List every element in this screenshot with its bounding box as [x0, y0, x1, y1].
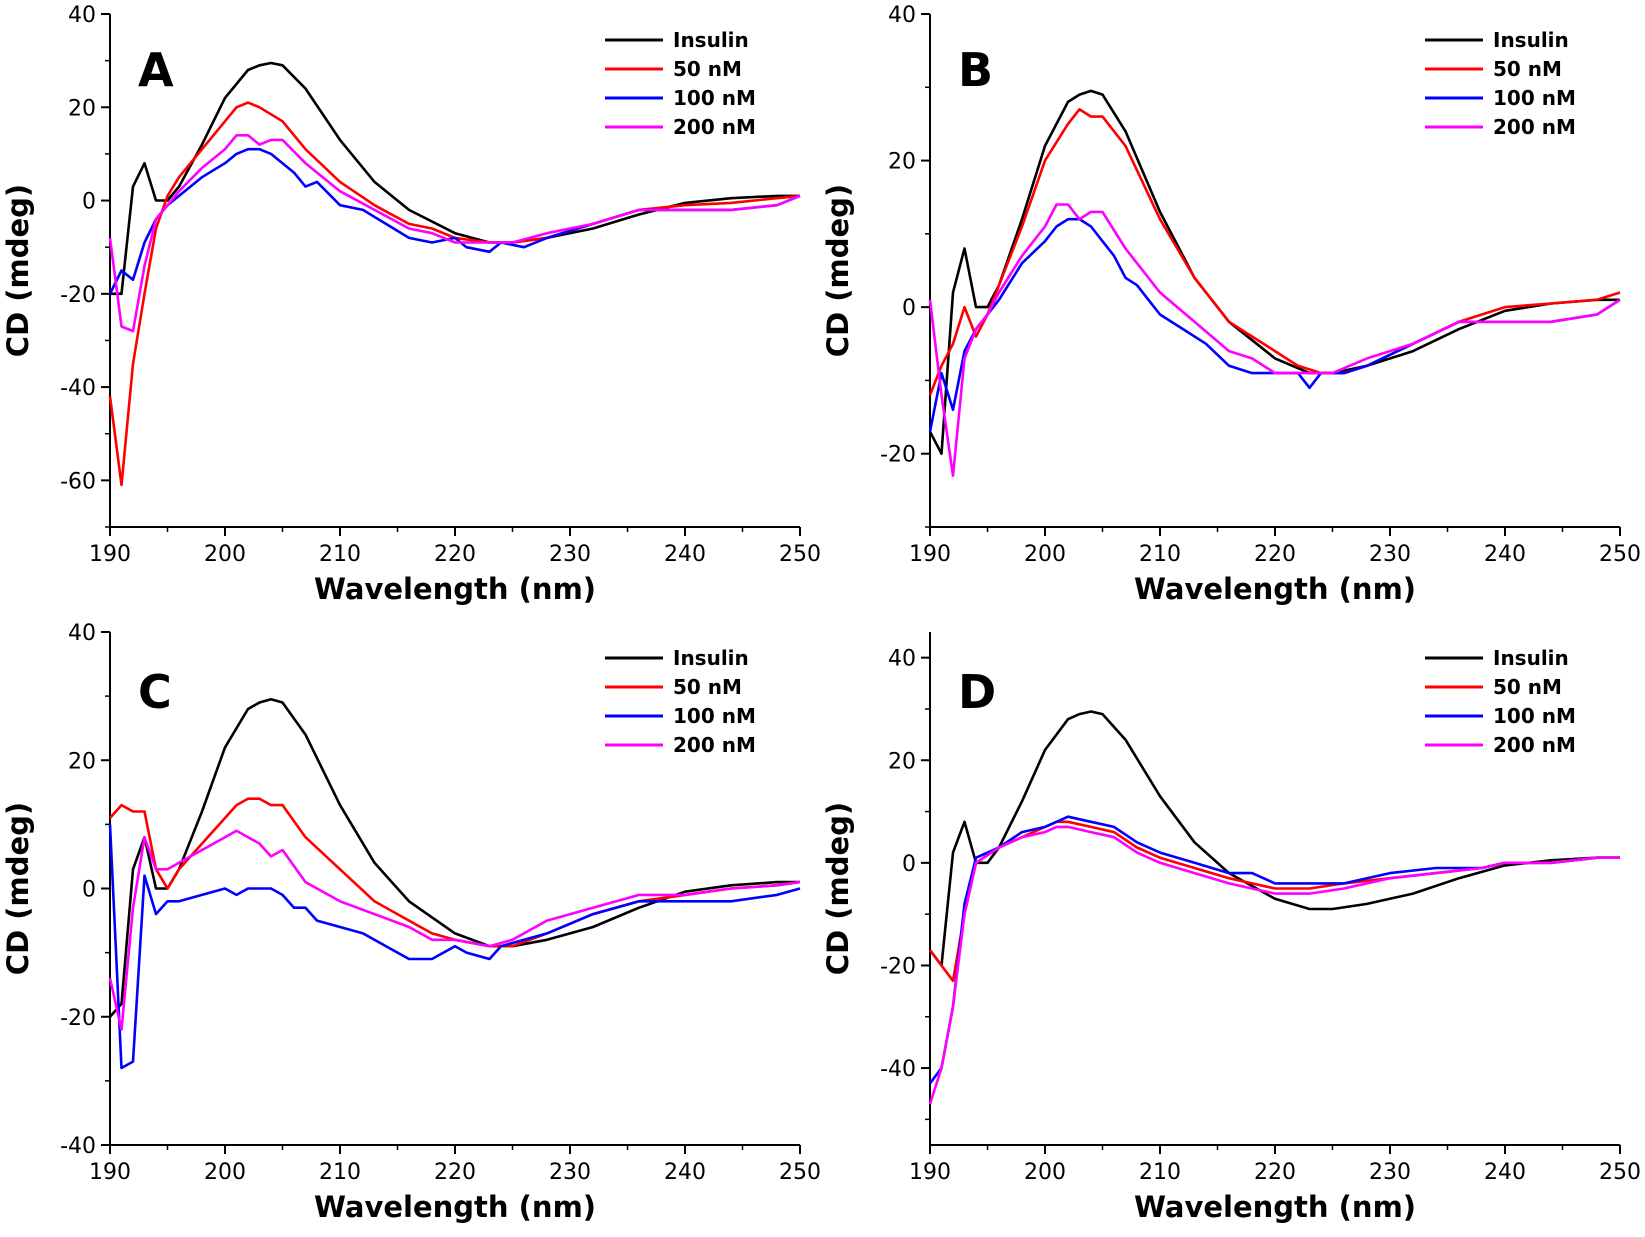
panel-letter: B [958, 43, 993, 97]
series-line-100-nm [108, 824, 801, 1070]
x-tick-label: 200 [204, 1160, 246, 1185]
y-tick-label: -20 [880, 443, 916, 468]
y-tick-label: -20 [880, 954, 916, 979]
x-tick-label: 250 [1599, 542, 1641, 567]
y-tick-label: -20 [60, 1006, 96, 1031]
y-tick-label: 20 [68, 96, 96, 121]
legend-label: 50 nM [673, 57, 742, 81]
x-axis-title: Wavelength (nm) [314, 1190, 596, 1224]
x-tick-label: 220 [434, 1160, 476, 1185]
y-tick-label: 0 [902, 296, 916, 321]
x-tick-label: 220 [1254, 1160, 1296, 1185]
series-line-50-nm [928, 820, 1620, 983]
series-line-100-nm [928, 217, 1621, 432]
panel-d: 190 200 210 220 230 240 250 -40 -20 0 20 40 Waveleng… [821, 632, 1641, 1224]
x-tick-label: 250 [779, 542, 821, 567]
panel-b: 190 200 210 220 230 240 250 -20 0 20 40 Wavelength … [821, 3, 1641, 606]
legend-label: 50 nM [1493, 675, 1562, 699]
x-tick-label: 230 [1369, 1160, 1411, 1185]
x-tick-label: 190 [89, 542, 131, 567]
series-line-200-nm [108, 829, 801, 1031]
y-tick-label: -40 [880, 1057, 916, 1082]
y-tick-label: -40 [60, 376, 96, 401]
x-tick-label: 220 [434, 542, 476, 567]
x-tick-label: 240 [1484, 542, 1526, 567]
y-axis-title: CD (mdeg) [1, 184, 35, 357]
x-tick-label: 200 [204, 542, 246, 567]
y-tick-label: 0 [82, 190, 96, 215]
x-tick-label: 200 [1024, 542, 1066, 567]
legend-label: Insulin [673, 646, 749, 670]
x-tick-label: 190 [909, 542, 951, 567]
series-line-insulin [928, 710, 1620, 967]
x-tick-label: 230 [549, 542, 591, 567]
legend-label: Insulin [1493, 646, 1569, 670]
series-line-insulin [110, 61, 800, 296]
x-tick-label: 240 [1484, 1160, 1526, 1185]
legend-label: 100 nM [1493, 704, 1576, 728]
legend-label: Insulin [673, 28, 749, 52]
y-tick-label: -60 [60, 469, 96, 494]
legend-label: 200 nM [1493, 115, 1576, 139]
x-tick-label: 190 [909, 1160, 951, 1185]
series-line-50-nm [109, 797, 801, 948]
legend-label: 200 nM [673, 115, 756, 139]
legend-label: 100 nM [673, 704, 756, 728]
y-tick-label: 0 [82, 878, 96, 903]
x-tick-label: 250 [779, 1160, 821, 1185]
y-tick-label: 40 [888, 3, 916, 28]
x-axis-title: Wavelength (nm) [1134, 572, 1416, 606]
legend-label: 100 nM [1493, 86, 1576, 110]
x-axis-title: Wavelength (nm) [314, 572, 596, 606]
y-tick-label: 40 [68, 3, 96, 28]
legend-label: Insulin [1493, 28, 1569, 52]
legend-label: 50 nM [673, 675, 742, 699]
panel-letter: C [138, 665, 172, 719]
y-tick-label: 40 [68, 621, 96, 646]
y-axis-title: CD (mdeg) [1, 802, 35, 975]
y-tick-label: -40 [60, 1134, 96, 1159]
x-tick-label: 230 [549, 1160, 591, 1185]
x-tick-label: 190 [89, 1160, 131, 1185]
y-tick-label: 20 [888, 150, 916, 175]
x-tick-label: 200 [1024, 1160, 1066, 1185]
legend-label: 200 nM [673, 733, 756, 757]
x-tick-label: 250 [1599, 1160, 1641, 1185]
legend-label: 200 nM [1493, 733, 1576, 757]
y-tick-label: -20 [60, 283, 96, 308]
x-tick-label: 220 [1254, 542, 1296, 567]
y-axis-title: CD (mdeg) [821, 802, 855, 975]
x-axis-title: Wavelength (nm) [1134, 1190, 1416, 1224]
x-tick-label: 210 [319, 1160, 361, 1185]
series-line-200-nm [108, 134, 801, 333]
legend-label: 50 nM [1493, 57, 1562, 81]
panel-letter: A [138, 43, 174, 97]
series-line-100-nm [108, 147, 801, 295]
x-tick-label: 240 [664, 542, 706, 567]
y-axis-title: CD (mdeg) [821, 184, 855, 357]
series-line-insulin [109, 697, 800, 1018]
series-line-200-nm [928, 825, 1620, 1105]
legend-label: 100 nM [673, 86, 756, 110]
series-line-insulin [928, 89, 1620, 456]
series-line-100-nm [928, 815, 1620, 1085]
series-line-200-nm [928, 203, 1621, 478]
y-tick-label: 20 [68, 749, 96, 774]
panel-letter: D [958, 665, 996, 719]
x-tick-label: 230 [1369, 542, 1411, 567]
y-tick-label: 20 [888, 749, 916, 774]
x-tick-label: 210 [1139, 542, 1181, 567]
x-tick-label: 210 [1139, 1160, 1181, 1185]
panel-a: 190 200 210 220 230 240 250 -60 -40 -20 0 20 40 Wavel… [1, 3, 821, 606]
y-tick-label: 0 [902, 852, 916, 877]
x-tick-label: 240 [664, 1160, 706, 1185]
x-tick-label: 210 [319, 542, 361, 567]
y-tick-label: 40 [888, 647, 916, 672]
panel-c: 190 200 210 220 230 240 250 -40 -20 0 20 40 Waveleng… [1, 621, 821, 1224]
